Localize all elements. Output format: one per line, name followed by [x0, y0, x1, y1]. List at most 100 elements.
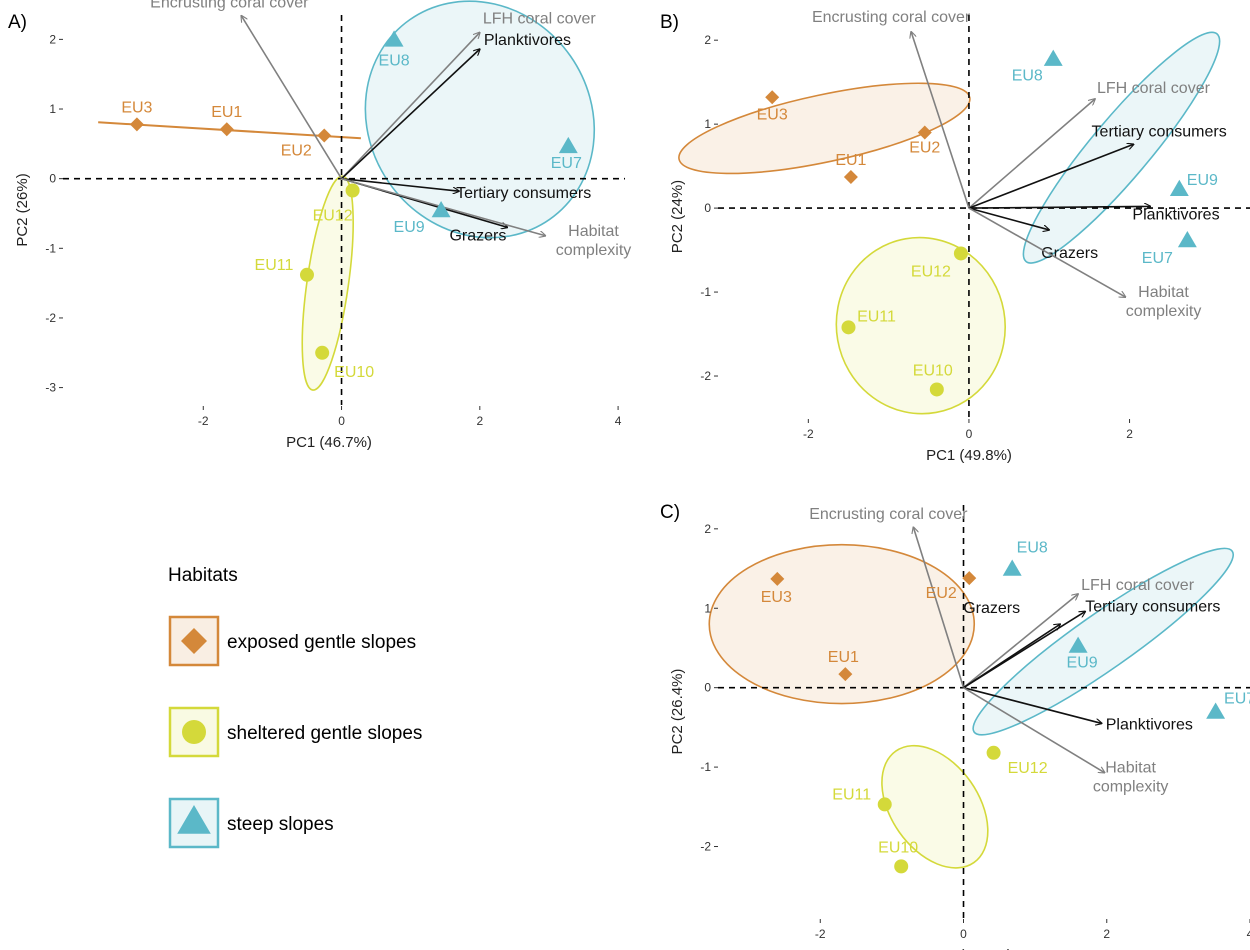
vector-label: Tertiary consumers — [456, 185, 591, 202]
point-label: EU3 — [121, 99, 152, 116]
y-tick-label: -1 — [700, 285, 711, 299]
point-label: EU8 — [379, 52, 410, 69]
loading-vector — [968, 207, 1126, 297]
hull-sheltered — [835, 236, 1006, 415]
data-point — [838, 667, 853, 682]
point-label: EU10 — [913, 362, 953, 379]
vector-label: Planktivores — [1132, 206, 1219, 223]
loading-vector — [340, 49, 480, 180]
point-label: EU12 — [1008, 760, 1048, 777]
y-tick-label: 2 — [49, 32, 56, 46]
vector-label: LFH coral cover — [1081, 577, 1195, 594]
vector-label: Habitat complexity — [1126, 284, 1202, 320]
y-tick-label: -2 — [700, 840, 711, 854]
legend-triangle-icon — [177, 805, 211, 834]
hull-exposed — [708, 543, 976, 705]
point-label: EU1 — [211, 104, 242, 121]
loading-vector — [968, 207, 1049, 230]
vector-label: Encrusting coral cover — [812, 9, 971, 26]
data-point — [315, 345, 330, 360]
vector-label: Tertiary consumers — [1085, 598, 1220, 615]
y-tick-label: -2 — [45, 311, 56, 325]
data-point — [841, 320, 856, 335]
y-axis-title: PC2 (26.4%) — [669, 669, 686, 755]
vector-label: Tertiary consumers — [1092, 123, 1227, 140]
point-label: EU7 — [1142, 250, 1173, 267]
x-tick-label: 0 — [338, 414, 345, 428]
data-point — [384, 30, 404, 47]
hull-sheltered — [301, 175, 354, 391]
loading-vector — [963, 686, 1102, 724]
data-point — [929, 382, 944, 397]
point-label: EU12 — [313, 208, 353, 225]
panel-b: B) -2 0 2 -2 -1 0 1 2 PC1 (49.8%) PC2 (24%) Encrust… — [660, 9, 1250, 464]
legend-label: steep slopes — [227, 814, 334, 835]
vector-label: Planktivores — [1106, 716, 1193, 733]
point-label: EU9 — [1187, 172, 1218, 189]
y-tick-label: 2 — [704, 33, 711, 47]
legend-label: exposed gentle slopes — [227, 632, 416, 653]
data-point — [1206, 702, 1226, 719]
legend-diamond-icon — [181, 628, 207, 654]
vector-label: LFH coral cover — [483, 10, 597, 27]
data-point — [770, 571, 785, 586]
vector-label: Grazers — [963, 600, 1020, 617]
point-label: EU1 — [835, 152, 866, 169]
point-label: EU8 — [1017, 540, 1048, 557]
y-tick-label: 1 — [704, 117, 711, 131]
point-label: EU10 — [878, 839, 918, 856]
data-point — [986, 745, 1001, 760]
data-point — [1177, 231, 1197, 248]
y-tick-label: 0 — [49, 172, 56, 186]
point-label: EU3 — [757, 106, 788, 123]
panel-c: C) -2 0 2 4 -2 -1 0 1 2 PC1 (51.1%) PC2 (26.4%) Encr… — [660, 502, 1250, 950]
data-point — [345, 183, 360, 198]
data-point — [558, 136, 578, 154]
point-label: EU7 — [1224, 691, 1250, 708]
point-label: EU3 — [761, 589, 792, 606]
point-label: EU10 — [334, 364, 374, 381]
vector-label: Encrusting coral cover — [809, 506, 968, 523]
x-tick-label: 0 — [960, 927, 967, 941]
x-axis-title: PC1 (51.1%) — [926, 947, 1012, 950]
panel-letter: C) — [660, 502, 680, 523]
loading-vector — [968, 144, 1134, 209]
vector-label: Habitat complexity — [556, 223, 632, 259]
point-label: EU11 — [832, 786, 871, 803]
loading-vector — [913, 527, 965, 688]
vector-label: Encrusting coral cover — [150, 0, 309, 12]
x-tick-label: 0 — [966, 427, 973, 441]
y-axis-title: PC2 (26%) — [14, 173, 31, 246]
data-point — [1169, 179, 1189, 196]
vector-label: Grazers — [449, 227, 506, 244]
x-tick-label: 2 — [1103, 927, 1110, 941]
legend-label: sheltered gentle slopes — [227, 723, 422, 744]
point-label: EU9 — [394, 219, 425, 236]
data-point — [219, 122, 234, 137]
y-tick-label: -1 — [700, 760, 711, 774]
data-point — [953, 246, 968, 261]
x-tick-label: 4 — [1247, 927, 1250, 941]
y-tick-label: 1 — [704, 601, 711, 615]
x-tick-label: -2 — [803, 427, 814, 441]
data-point — [431, 201, 451, 218]
data-point — [299, 267, 314, 282]
y-tick-label: 1 — [49, 102, 56, 116]
loading-vector — [340, 32, 480, 180]
point-label: EU7 — [551, 155, 582, 172]
x-axis-title: PC1 (49.8%) — [926, 447, 1012, 464]
data-point — [129, 117, 144, 132]
x-tick-label: 2 — [1126, 427, 1133, 441]
point-label: EU2 — [909, 140, 940, 157]
hull-exposed — [678, 82, 971, 175]
vector-label: Planktivores — [484, 32, 571, 49]
point-label: EU1 — [828, 649, 859, 666]
x-tick-label: 2 — [476, 414, 483, 428]
x-tick-label: -2 — [815, 927, 826, 941]
loading-vector — [963, 686, 1105, 773]
point-label: EU2 — [926, 585, 957, 602]
hull-steep — [972, 547, 1235, 736]
y-tick-label: -1 — [45, 241, 56, 255]
loading-vector — [963, 624, 1061, 689]
